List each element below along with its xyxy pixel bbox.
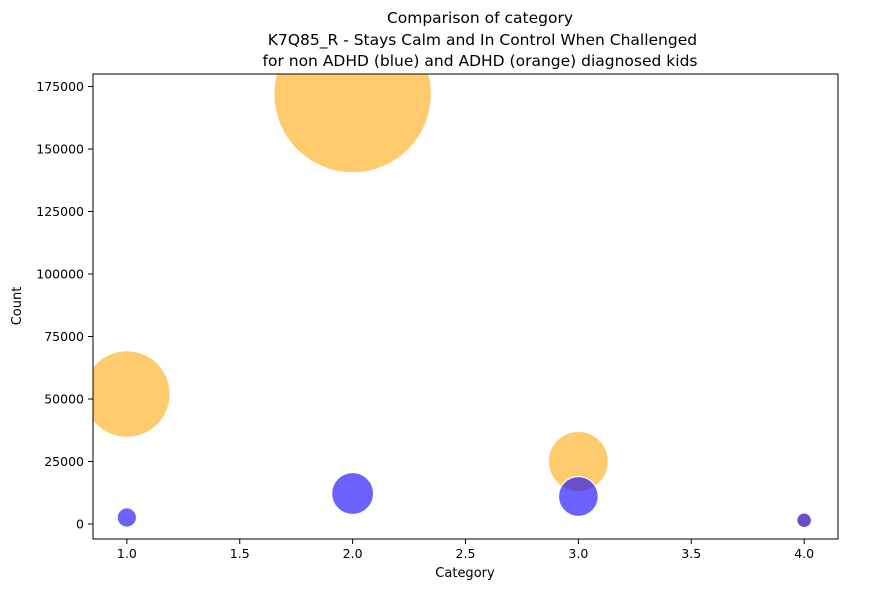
- y-tick-label: 50000: [44, 392, 84, 407]
- y-tick-label: 25000: [44, 454, 84, 469]
- x-tick-label: 4.0: [794, 546, 814, 561]
- chart-title: Comparison of category K7Q85_R - Stays C…: [263, 9, 698, 70]
- plot-frame: [92, 73, 839, 540]
- x-tick-label: 2.5: [456, 546, 476, 561]
- title-line-3: for non ADHD (blue) and ADHD (orange) di…: [263, 52, 698, 70]
- title-line-2: K7Q85_R - Stays Calm and In Control When…: [263, 31, 697, 50]
- y-axis: 0 25000 50000 75000 100000 125000 150000 175000: [36, 79, 93, 532]
- y-tick-label: 125000: [36, 204, 84, 219]
- bubble-series-1-point-3: [796, 512, 813, 529]
- x-tick-label: 1.5: [230, 546, 250, 561]
- y-tick-label: 0: [76, 517, 84, 532]
- y-tick-label: 150000: [36, 142, 84, 157]
- y-tick-label: 75000: [44, 329, 84, 344]
- x-tick-label: 1.0: [117, 546, 137, 561]
- x-tick-label: 2.0: [343, 546, 363, 561]
- y-tick-label: 100000: [36, 267, 84, 282]
- bubble-series-0-point-1: [273, 74, 432, 174]
- y-axis-label: Count: [10, 287, 25, 326]
- bubble-series-0-point-0: [93, 350, 171, 438]
- bubble-series-1-point-2: [557, 475, 599, 518]
- y-tick-label: 175000: [36, 79, 84, 94]
- x-tick-label: 3.5: [681, 546, 701, 561]
- bubble-layer: [93, 74, 813, 529]
- bubble-series-1-point-0: [116, 507, 138, 528]
- x-tick-label: 3.0: [568, 546, 588, 561]
- x-axis-label: Category: [435, 566, 495, 581]
- bubble-series-1-point-1: [331, 471, 375, 516]
- title-line-1: Comparison of category: [387, 9, 573, 27]
- x-axis: 1.0 1.5 2.0 2.5 3.0 3.5 4.0: [117, 539, 814, 561]
